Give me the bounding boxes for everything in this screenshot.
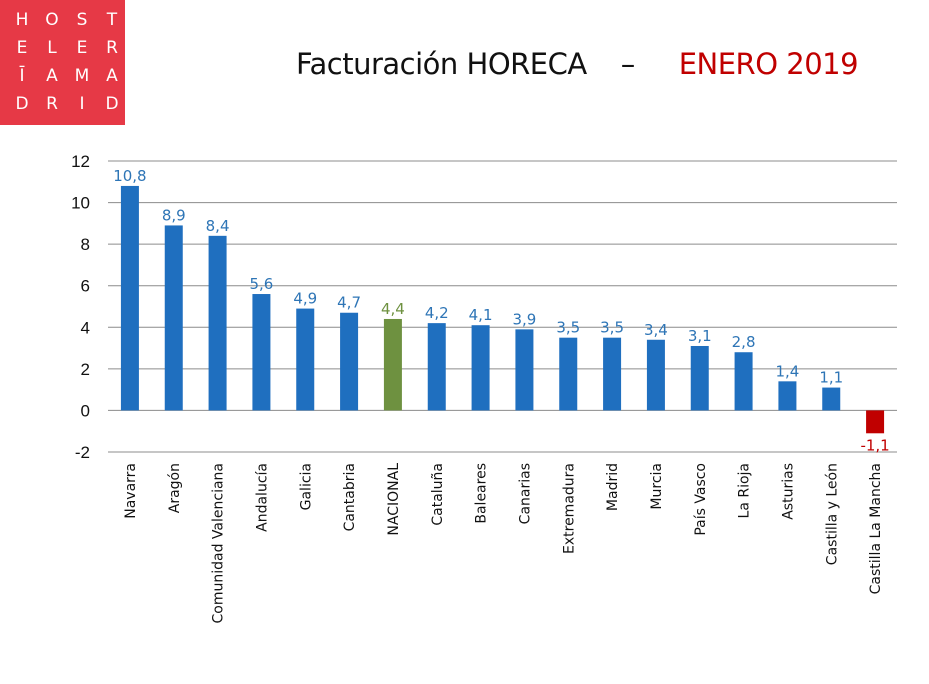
y-tick-label: -2 [75, 443, 90, 462]
bar [646, 339, 665, 411]
logo-row: E L E R [12, 38, 122, 58]
category-label: Extremadura [561, 463, 577, 554]
category-label: País Vasco [693, 463, 709, 536]
category-label: Asturias [780, 463, 796, 520]
bar [690, 345, 709, 411]
logo-letter: S [76, 10, 88, 30]
category-label: Cataluña [430, 463, 446, 526]
category-label: Andalucía [254, 463, 270, 532]
bar [296, 308, 315, 411]
bar [866, 410, 885, 434]
category-label: Castilla y León [824, 463, 840, 565]
y-tick-label: 10 [71, 194, 90, 213]
y-tick-label: 4 [81, 318, 90, 337]
bar [515, 329, 534, 411]
bar [734, 352, 753, 411]
bar [822, 387, 841, 411]
data-label: 4,9 [293, 290, 317, 308]
category-label: Cantabria [342, 463, 358, 531]
category-label: Aragón [167, 463, 183, 513]
category-label: Castilla La Mancha [868, 463, 884, 594]
bar [471, 325, 490, 411]
data-label: 3,4 [644, 321, 668, 339]
bar [120, 185, 139, 411]
data-label: 4,4 [381, 300, 405, 318]
logo-letter: Ī [19, 66, 25, 86]
logo-letter: E [76, 38, 88, 58]
data-label: 5,6 [249, 275, 273, 293]
logo-letter: R [106, 38, 118, 58]
logo-letter: H [15, 10, 29, 30]
y-tick-label: 0 [81, 401, 90, 420]
category-label: Navarra [123, 463, 139, 519]
bar [778, 381, 797, 411]
data-label: 3,9 [512, 310, 536, 328]
data-label: 10,8 [113, 167, 146, 185]
data-label: 3,1 [688, 327, 712, 345]
logo-letter: E [16, 38, 28, 58]
category-label: Baleares [474, 463, 490, 524]
data-label: 4,2 [425, 304, 449, 322]
data-label: 1,1 [819, 369, 843, 387]
data-label: -1,1 [860, 436, 889, 454]
data-label: 3,5 [556, 319, 580, 337]
logo-letter: D [15, 94, 29, 114]
data-label: 4,1 [469, 306, 493, 324]
logo-letter: T [106, 10, 118, 30]
logo-letter: L [47, 38, 57, 58]
bar [252, 294, 271, 411]
data-label: 3,5 [600, 319, 624, 337]
chart-title: Facturación HORECA – ENERO 2019 [296, 44, 859, 84]
data-label: 1,4 [775, 362, 799, 380]
logo-row: H O S T [12, 10, 122, 30]
category-label: Comunidad Valenciana [211, 463, 227, 623]
logo-letter: A [106, 66, 118, 86]
category-label: Galicia [298, 463, 314, 510]
bar [340, 312, 359, 411]
title-separator: – [620, 47, 636, 81]
category-label: Madrid [605, 463, 621, 511]
category-label: Canarias [517, 463, 533, 524]
bar [383, 318, 402, 411]
data-label: 8,4 [206, 217, 230, 235]
logo-row: Ī A M A [12, 66, 122, 86]
logo-letter: D [105, 94, 119, 114]
logo-letter: A [46, 66, 58, 86]
data-label: 2,8 [732, 333, 756, 351]
y-tick-label: 6 [81, 277, 90, 296]
category-label: Murcia [649, 463, 665, 510]
bar [164, 225, 183, 411]
hostelería-madrid-logo: H O S T E L E R Ī A M A D R I D [0, 0, 125, 125]
y-tick-label: 12 [71, 152, 90, 171]
y-tick-label: 2 [81, 360, 90, 379]
logo-letter: I [79, 94, 85, 114]
bar [603, 337, 622, 411]
title-period: ENERO 2019 [678, 47, 859, 81]
logo-letter: M [74, 66, 90, 86]
bar [559, 337, 578, 411]
logo-letter: O [45, 10, 59, 30]
y-tick-label: 8 [81, 235, 90, 254]
data-label: 4,7 [337, 294, 361, 312]
category-label: La Rioja [737, 463, 753, 518]
logo-letter: R [46, 94, 58, 114]
category-label: NACIONAL [386, 463, 402, 536]
bar [427, 323, 446, 411]
data-label: 8,9 [162, 206, 186, 224]
bar [208, 235, 227, 411]
logo-row: D R I D [12, 94, 122, 114]
title-text: Facturación HORECA [296, 47, 587, 81]
